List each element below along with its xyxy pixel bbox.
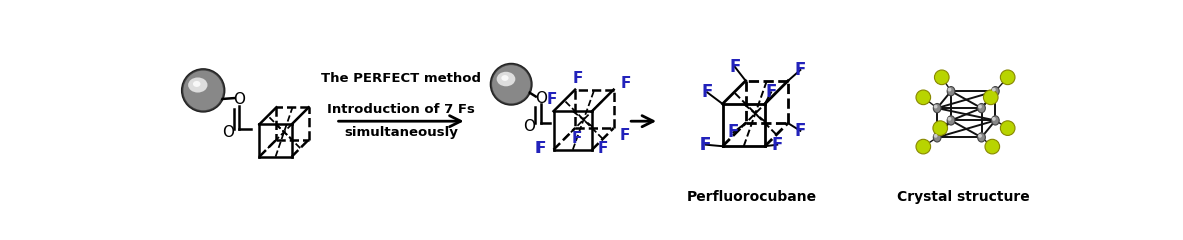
Ellipse shape: [933, 105, 938, 108]
Ellipse shape: [991, 116, 1000, 125]
Ellipse shape: [502, 75, 509, 81]
Text: F: F: [700, 136, 711, 154]
Circle shape: [183, 71, 224, 110]
Ellipse shape: [193, 81, 200, 87]
Text: Crystal structure: Crystal structure: [897, 190, 1029, 204]
Circle shape: [933, 121, 948, 135]
Ellipse shape: [497, 72, 516, 86]
Text: F: F: [535, 141, 545, 156]
Text: O: O: [535, 91, 548, 106]
Text: F: F: [619, 128, 629, 143]
Text: F: F: [795, 61, 806, 79]
Ellipse shape: [977, 103, 985, 113]
Ellipse shape: [948, 87, 955, 96]
Ellipse shape: [991, 117, 996, 121]
Ellipse shape: [978, 134, 982, 138]
Ellipse shape: [188, 78, 207, 93]
Text: F: F: [571, 132, 582, 146]
Text: F: F: [536, 141, 547, 156]
Circle shape: [492, 65, 530, 103]
Text: F: F: [729, 58, 741, 76]
Text: F: F: [728, 123, 739, 141]
Ellipse shape: [933, 103, 940, 113]
Text: F: F: [700, 136, 711, 154]
Ellipse shape: [933, 134, 938, 138]
Text: F: F: [597, 141, 608, 156]
Circle shape: [985, 139, 1000, 154]
Ellipse shape: [933, 133, 940, 142]
Circle shape: [935, 70, 949, 85]
Ellipse shape: [978, 105, 982, 108]
Text: F: F: [621, 76, 631, 91]
Text: O: O: [233, 92, 245, 107]
Circle shape: [916, 139, 931, 154]
Circle shape: [983, 90, 998, 105]
Circle shape: [916, 90, 931, 105]
Text: The PERFECT method: The PERFECT method: [321, 72, 481, 85]
Text: F: F: [547, 92, 557, 107]
Text: F: F: [765, 83, 777, 101]
Ellipse shape: [948, 88, 951, 91]
Text: O: O: [222, 125, 234, 140]
Text: Perfluorocubane: Perfluorocubane: [686, 190, 816, 204]
Ellipse shape: [991, 87, 1000, 96]
Ellipse shape: [977, 133, 985, 142]
Ellipse shape: [948, 116, 955, 125]
Ellipse shape: [948, 117, 951, 121]
Circle shape: [182, 69, 225, 112]
Text: simultaneously: simultaneously: [344, 126, 458, 139]
Circle shape: [1001, 121, 1015, 135]
Ellipse shape: [991, 88, 996, 91]
Circle shape: [1001, 70, 1015, 85]
Text: F: F: [771, 136, 783, 154]
Circle shape: [491, 63, 532, 105]
Text: F: F: [795, 122, 806, 140]
Text: Introduction of 7 Fs: Introduction of 7 Fs: [328, 103, 476, 116]
Text: F: F: [573, 71, 583, 86]
Text: F: F: [702, 83, 713, 101]
Text: O: O: [523, 119, 535, 134]
